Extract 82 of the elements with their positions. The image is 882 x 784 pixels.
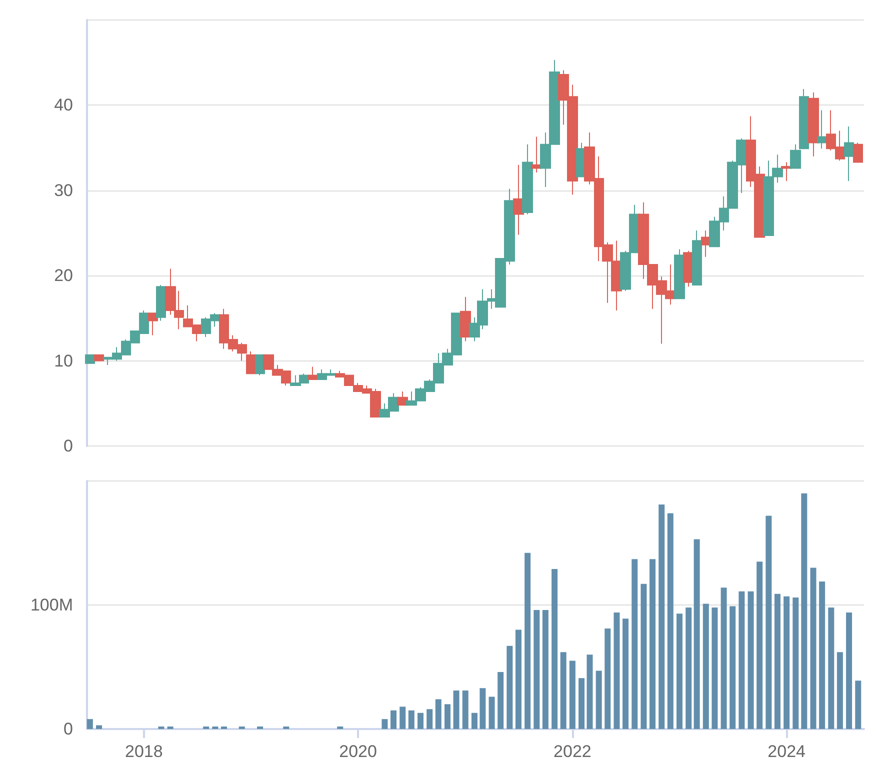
bar — [702, 604, 709, 729]
bar — [622, 618, 629, 729]
bar — [578, 678, 585, 729]
bar — [632, 559, 638, 729]
bar — [748, 591, 754, 729]
bar — [828, 607, 834, 729]
bar — [498, 672, 504, 729]
x-tick-label: 2020 — [339, 742, 377, 761]
bar — [819, 581, 826, 729]
bar — [774, 594, 780, 729]
bar — [738, 591, 745, 729]
bar — [462, 690, 468, 729]
bar — [418, 712, 424, 729]
candlestick — [522, 144, 533, 215]
bar — [766, 516, 772, 729]
bar — [756, 562, 763, 729]
candlestick — [692, 230, 702, 286]
y-tick-label: 40 — [54, 96, 73, 115]
bar — [694, 539, 700, 729]
bar — [444, 704, 450, 729]
y-tick-label: 10 — [54, 351, 73, 370]
bar — [720, 588, 727, 729]
bar — [453, 690, 460, 729]
bar — [667, 513, 674, 729]
bar — [836, 652, 843, 729]
candlestick — [781, 162, 792, 182]
bar — [524, 552, 531, 729]
bar — [658, 504, 665, 729]
bar — [640, 584, 647, 729]
y-tick-label: 30 — [54, 180, 73, 200]
candlestick — [460, 296, 471, 342]
candlestick — [844, 126, 854, 182]
bar — [604, 628, 611, 729]
bar — [596, 670, 602, 729]
bar — [650, 559, 656, 729]
bar — [730, 606, 736, 729]
bar — [435, 699, 442, 729]
bar — [400, 706, 406, 729]
bar — [712, 607, 718, 729]
candlestick — [513, 164, 524, 236]
y-tick-label: 20 — [54, 266, 73, 286]
y-tick-label: 100M — [30, 596, 73, 614]
candlestick — [94, 354, 104, 362]
candlestick — [808, 92, 819, 157]
candlestick — [156, 284, 166, 322]
bar — [426, 709, 433, 729]
x-tick-label: 2018 — [124, 742, 163, 761]
bar — [382, 719, 388, 729]
candlestick — [853, 142, 863, 163]
bar — [542, 610, 548, 729]
bar — [408, 710, 414, 729]
bar — [488, 696, 495, 729]
bar — [846, 612, 852, 729]
x-tick-label: 2022 — [554, 742, 592, 761]
candlestick — [308, 366, 318, 380]
candlestick — [85, 354, 95, 364]
bar — [515, 630, 522, 729]
candlestick — [817, 110, 827, 150]
bar — [676, 614, 683, 729]
candlestick — [148, 312, 158, 336]
bar — [614, 612, 620, 729]
y-tick-label: 0 — [64, 720, 73, 738]
bar — [810, 568, 816, 729]
bar — [784, 596, 790, 729]
bar — [480, 688, 486, 729]
bar — [534, 610, 540, 729]
bar — [569, 660, 576, 729]
bar — [560, 652, 566, 729]
bar — [586, 654, 593, 729]
bar — [552, 569, 558, 729]
bar — [801, 493, 808, 729]
bar — [855, 680, 862, 729]
bar — [686, 607, 692, 729]
bar — [471, 712, 478, 729]
bar — [86, 719, 93, 729]
bar — [506, 646, 513, 729]
x-tick-label: 2024 — [768, 742, 806, 761]
y-tick-label: 0 — [64, 436, 73, 456]
bar — [96, 725, 102, 729]
bar — [792, 598, 799, 729]
bar — [390, 710, 397, 729]
candlestick — [531, 136, 542, 174]
